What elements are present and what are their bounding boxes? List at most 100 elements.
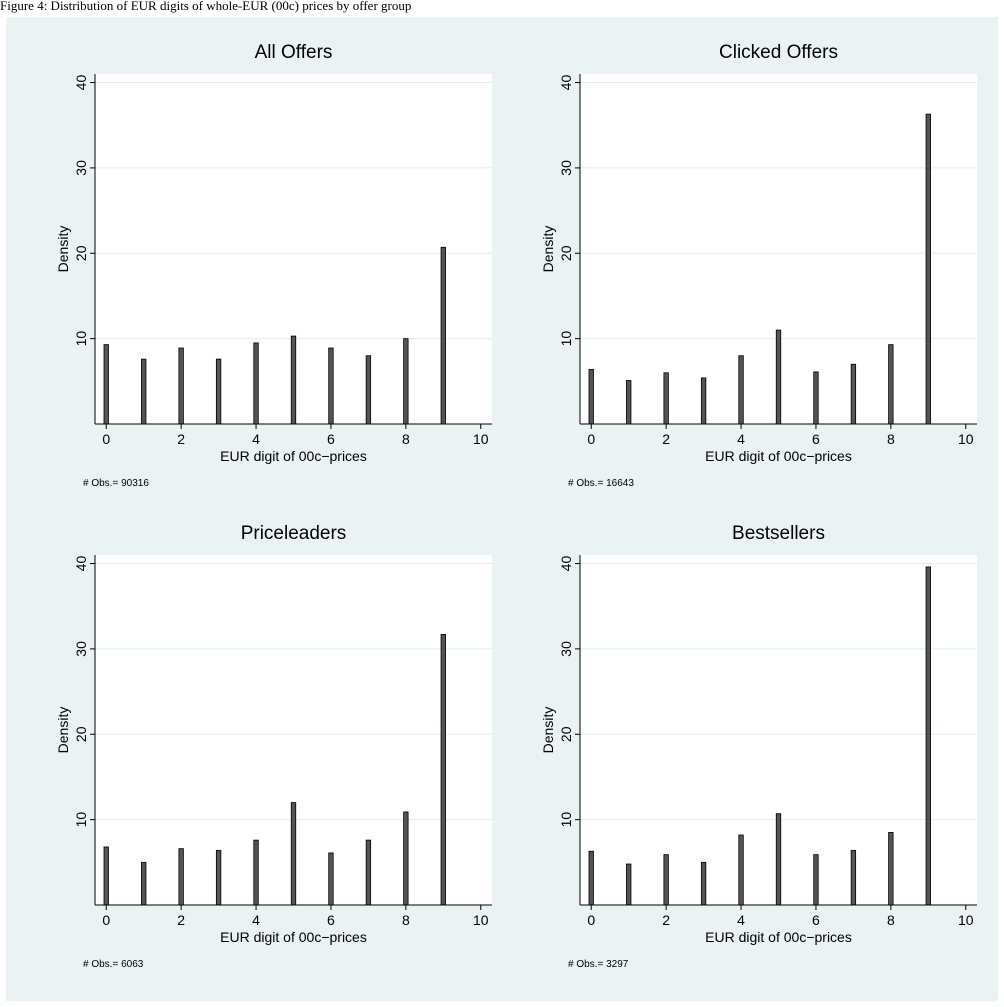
x-tick-label: 6 — [327, 431, 335, 447]
x-tick-label: 6 — [812, 431, 820, 447]
y-axis-label: Density — [540, 226, 556, 273]
y-tick-label: 40 — [558, 75, 574, 91]
x-axis-label: EUR digit of 00c−prices — [220, 448, 367, 464]
bar — [738, 355, 744, 425]
x-tick-label: 10 — [473, 431, 489, 447]
bar — [365, 839, 372, 906]
observation-count: # Obs.= 16643 — [568, 478, 634, 489]
y-tick-label: 10 — [73, 812, 89, 828]
bar — [850, 849, 857, 906]
y-tick-label: 20 — [73, 726, 89, 742]
chart-panel: 10 20 30 40 0 2 4 6 8 10 All Offers EUR digit of 00… — [55, 42, 492, 489]
x-tick-label: 6 — [327, 912, 335, 928]
x-axis-label: EUR digit of 00c−prices — [705, 448, 852, 464]
figure-frame: 10 20 30 40 0 2 4 6 8 10 All Offers EUR digit of 00… — [6, 17, 998, 1001]
bar — [888, 832, 894, 906]
y-tick-label: 20 — [558, 245, 574, 261]
x-tick-label: 6 — [812, 912, 820, 928]
bar — [328, 347, 334, 425]
bar — [440, 246, 446, 425]
bar — [403, 338, 409, 425]
bar — [215, 849, 222, 906]
bar — [290, 802, 297, 906]
bar — [626, 863, 632, 906]
bar — [663, 854, 669, 906]
x-tick-label: 4 — [737, 912, 745, 928]
bar — [141, 358, 147, 425]
bar — [215, 358, 222, 425]
x-tick-label: 8 — [402, 431, 410, 447]
bar — [813, 854, 819, 906]
chart-title: All Offers — [255, 42, 333, 63]
y-tick-label: 40 — [73, 556, 89, 572]
bar — [403, 811, 409, 906]
x-tick-label: 8 — [887, 431, 895, 447]
x-tick-label: 2 — [662, 912, 670, 928]
x-tick-label: 4 — [252, 431, 260, 447]
y-axis-label: Density — [55, 226, 71, 273]
bar — [888, 344, 894, 425]
x-tick-label: 0 — [587, 912, 595, 928]
chart-title: Bestsellers — [732, 523, 825, 544]
y-tick-label: 30 — [73, 160, 89, 176]
observation-count: # Obs.= 3297 — [568, 959, 629, 970]
bar — [775, 813, 782, 906]
bar — [588, 850, 594, 906]
bar — [141, 861, 147, 906]
bar — [178, 347, 184, 425]
y-tick-label: 30 — [558, 641, 574, 657]
bar — [925, 566, 931, 906]
y-axis-label: Density — [540, 707, 556, 754]
y-axis-label: Density — [55, 707, 71, 754]
y-tick-label: 10 — [73, 331, 89, 347]
bar — [626, 380, 632, 425]
x-tick-label: 4 — [252, 912, 260, 928]
chart-title: Priceleaders — [241, 523, 347, 544]
y-tick-label: 30 — [73, 641, 89, 657]
y-tick-label: 10 — [558, 812, 574, 828]
y-tick-label: 40 — [558, 556, 574, 572]
x-tick-label: 0 — [102, 912, 110, 928]
bar — [328, 852, 334, 906]
bar — [588, 368, 594, 425]
observation-count: # Obs.= 6063 — [83, 959, 144, 970]
bar — [925, 113, 931, 425]
bar — [850, 363, 857, 425]
x-tick-label: 0 — [102, 431, 110, 447]
y-tick-label: 20 — [73, 245, 89, 261]
x-tick-label: 10 — [473, 912, 489, 928]
figure-caption: Figure 4: Distribution of EUR digits of … — [0, 0, 412, 13]
chart-title: Clicked Offers — [719, 42, 838, 63]
bar — [775, 329, 782, 425]
y-tick-label: 20 — [558, 726, 574, 742]
bar — [365, 355, 372, 425]
x-tick-label: 0 — [587, 431, 595, 447]
chart-panel: 10 20 30 40 0 2 4 6 8 10 Bestsellers EUR digit of 0… — [540, 523, 977, 970]
x-tick-label: 10 — [958, 431, 974, 447]
x-tick-label: 4 — [737, 431, 745, 447]
bar — [813, 371, 819, 425]
bar — [253, 342, 259, 425]
observation-count: # Obs.= 90316 — [83, 478, 149, 489]
bar — [178, 848, 184, 906]
y-tick-label: 30 — [558, 160, 574, 176]
bar — [440, 633, 446, 906]
bar — [253, 839, 259, 906]
bar — [103, 846, 109, 906]
bar — [290, 335, 297, 425]
x-tick-label: 2 — [177, 431, 185, 447]
x-tick-label: 2 — [662, 431, 670, 447]
y-tick-label: 40 — [73, 75, 89, 91]
x-axis-label: EUR digit of 00c−prices — [705, 929, 852, 945]
bar — [663, 372, 669, 425]
x-tick-label: 2 — [177, 912, 185, 928]
x-tick-label: 10 — [958, 912, 974, 928]
x-axis-label: EUR digit of 00c−prices — [220, 929, 367, 945]
chart-panel: 10 20 30 40 0 2 4 6 8 10 Priceleaders EUR digit of … — [55, 523, 492, 970]
bar — [700, 861, 707, 906]
bar — [103, 344, 109, 425]
x-tick-label: 8 — [402, 912, 410, 928]
x-tick-label: 8 — [887, 912, 895, 928]
y-tick-label: 10 — [558, 331, 574, 347]
